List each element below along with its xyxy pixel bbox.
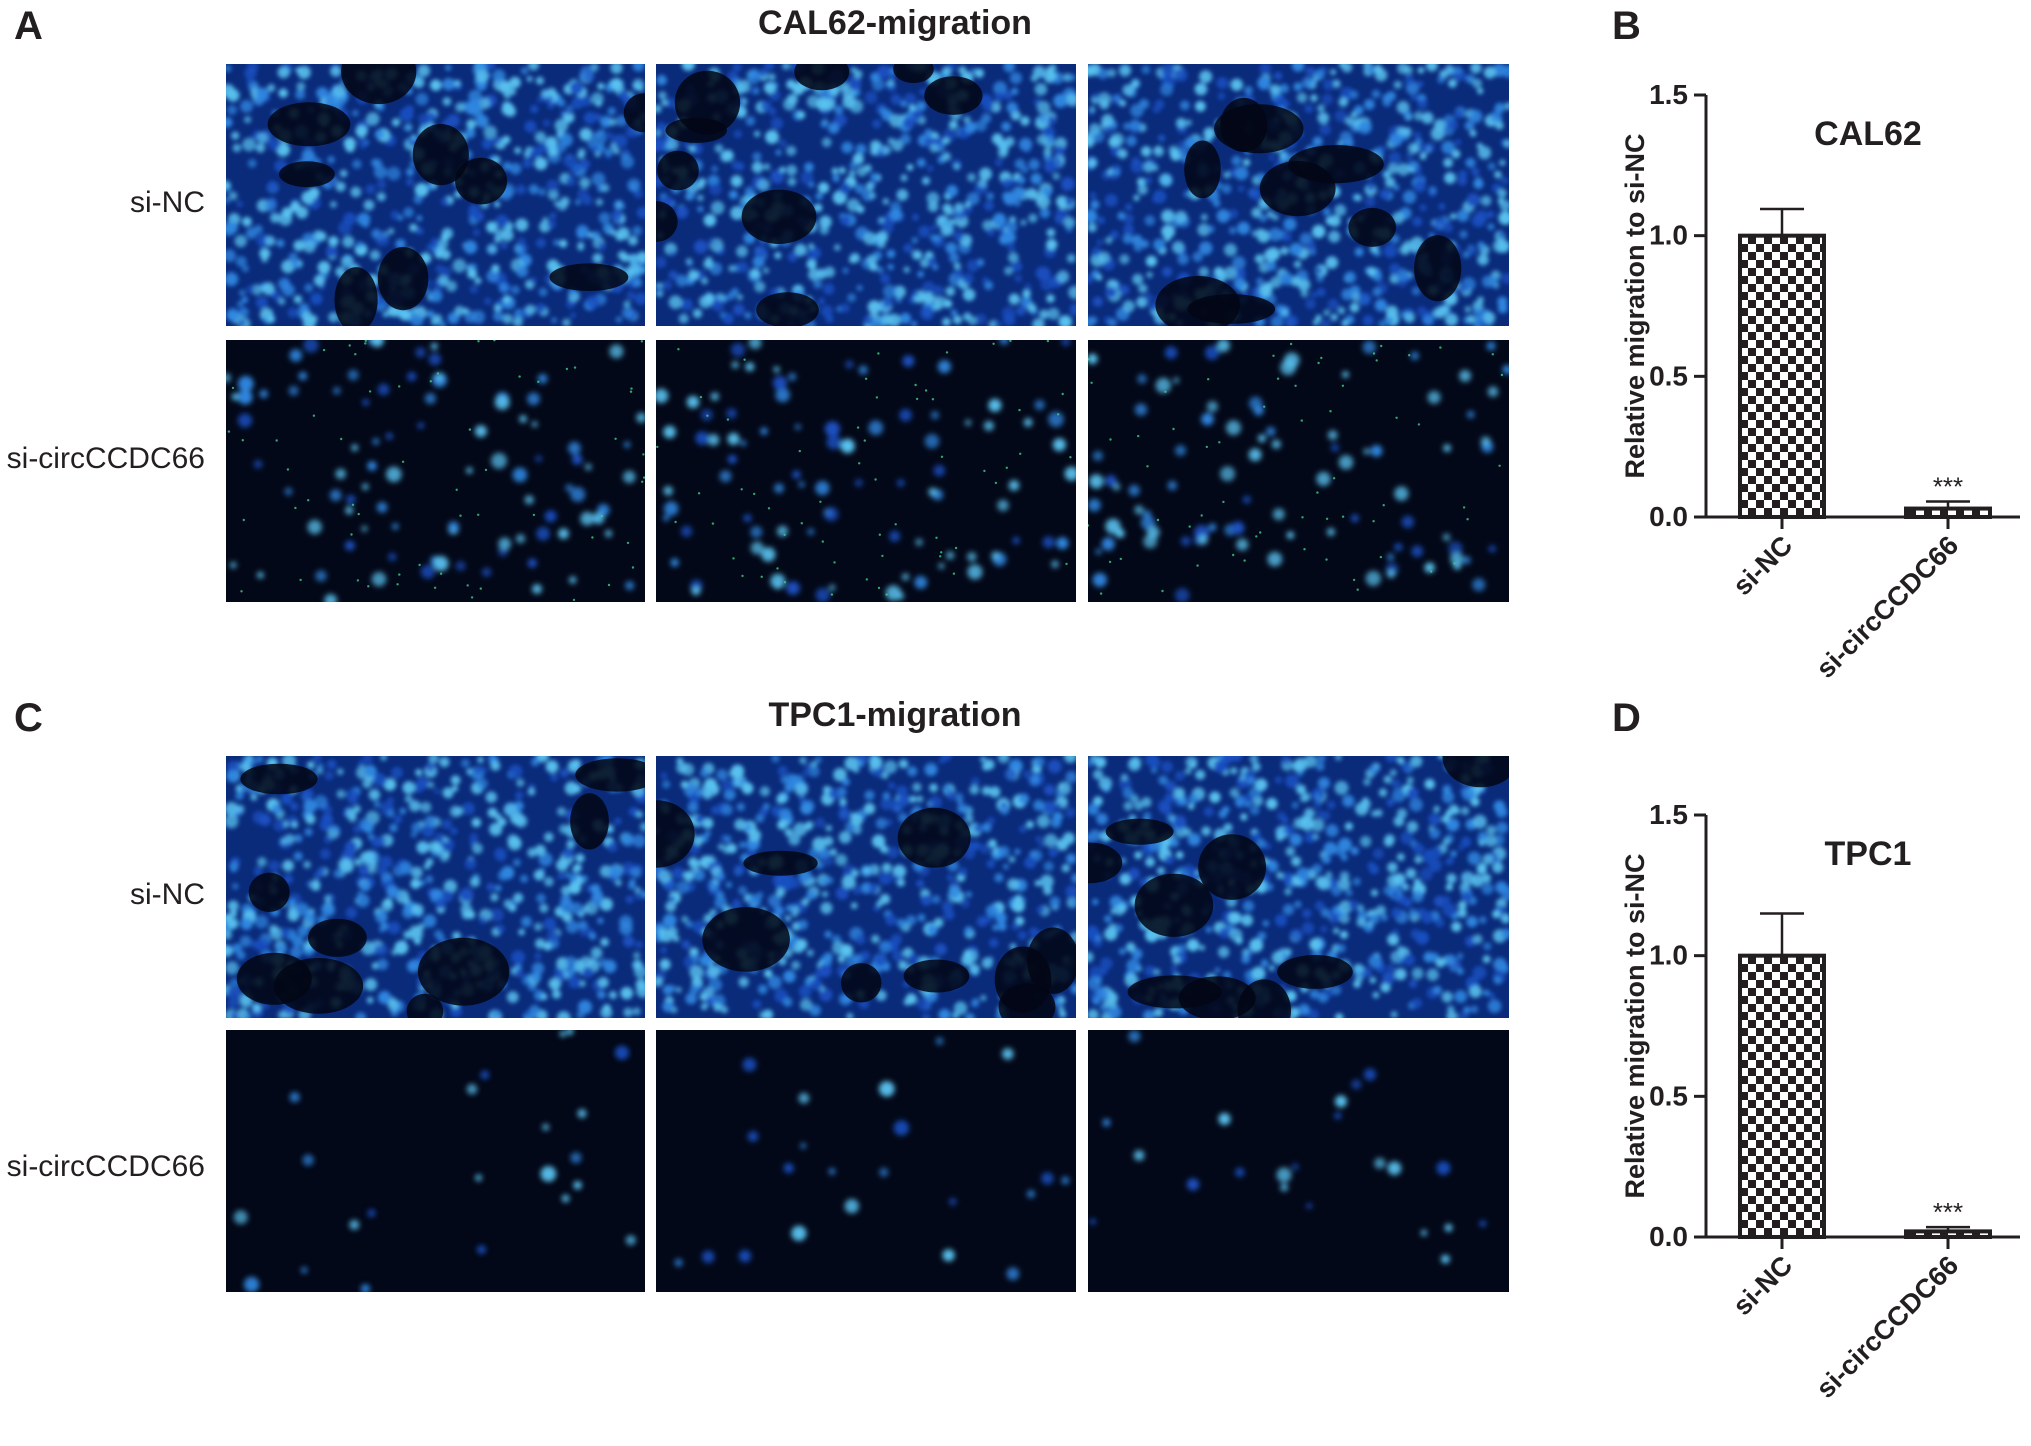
y-tick-label: 1.0 — [1649, 940, 1688, 971]
y-tick-label: 0.5 — [1649, 1080, 1688, 1111]
micrograph-tpc1-si-nc-3 — [1088, 756, 1509, 1018]
bar-chart-cal62: 0.0 0.5 1.0 1.5 Relative migration to si-NC C… — [1620, 79, 2020, 684]
micrograph-cal62-si-circccdc66-3 — [1088, 340, 1509, 602]
panel-letter-b: B — [1612, 4, 1641, 48]
row-label-si-nc-tpc1: si-NC — [130, 878, 205, 911]
micrograph-tpc1-si-circccdc66-1 — [226, 1030, 645, 1292]
x-tick-label: si-circCCDC66 — [1810, 530, 1964, 684]
significance-label: *** — [1933, 1197, 1963, 1227]
y-tick-label: 0.0 — [1649, 1221, 1688, 1252]
row-label-si-circ-cal62: si-circCCDC66 — [6, 442, 205, 475]
row-label-si-circ-tpc1: si-circCCDC66 — [6, 1150, 205, 1183]
panel-letter-d: D — [1612, 696, 1641, 740]
bar-si-circccdc66 — [1904, 1229, 1992, 1239]
x-tick-label: si-NC — [1727, 530, 1798, 601]
panel-letter-c: C — [14, 696, 43, 740]
y-axis-label: Relative migration to si-NC — [1620, 853, 1650, 1198]
y-tick-label: 1.5 — [1649, 79, 1688, 110]
chart-title: CAL62 — [1814, 115, 1922, 153]
bar-si-nc — [1738, 233, 1826, 520]
section-title-cal62: CAL62-migration — [758, 4, 1032, 42]
micrograph-cal62-si-nc-2 — [656, 64, 1076, 326]
micrograph-cal62-si-circccdc66-1 — [226, 340, 645, 602]
bar-chart-tpc1: 0.0 0.5 1.0 1.5 Relative migration to si-NC T… — [1620, 799, 2020, 1404]
micrograph-cal62-si-nc-1 — [226, 64, 645, 326]
y-tick-label: 1.0 — [1649, 220, 1688, 251]
y-tick-label: 0.5 — [1649, 360, 1688, 391]
y-tick-label: 0.0 — [1649, 501, 1688, 532]
bar-si-nc — [1738, 953, 1826, 1240]
y-tick-label: 1.5 — [1649, 799, 1688, 830]
row-label-si-nc-cal62: si-NC — [130, 186, 205, 219]
bar-si-circccdc66 — [1904, 506, 1992, 519]
x-tick-label: si-circCCDC66 — [1810, 1250, 1964, 1404]
micrograph-tpc1-si-circccdc66-2 — [656, 1030, 1076, 1292]
y-axis-label: Relative migration to si-NC — [1620, 133, 1650, 478]
chart-title: TPC1 — [1825, 835, 1912, 873]
panel-letter-a: A — [14, 4, 43, 48]
micrograph-tpc1-si-nc-1 — [226, 756, 645, 1018]
x-tick-label: si-NC — [1727, 1250, 1798, 1321]
section-title-tpc1: TPC1-migration — [768, 696, 1022, 734]
micrograph-cal62-si-circccdc66-2 — [656, 340, 1076, 602]
micrograph-cal62-si-nc-3 — [1088, 64, 1509, 326]
micrograph-tpc1-si-circccdc66-3 — [1088, 1030, 1509, 1292]
micrograph-tpc1-si-nc-2 — [656, 756, 1076, 1018]
significance-label: *** — [1933, 472, 1963, 502]
